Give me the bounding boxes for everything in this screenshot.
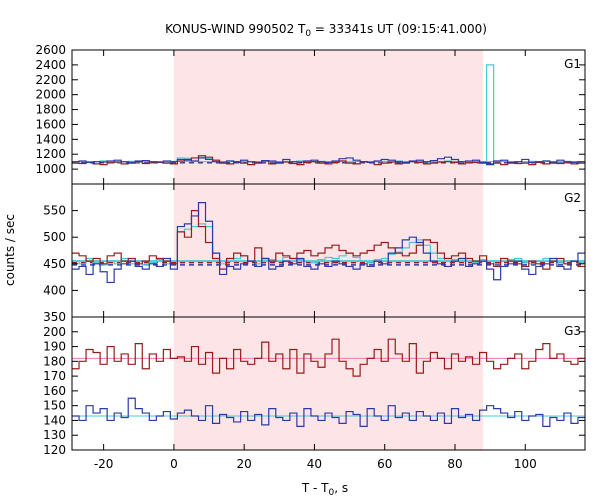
y-tick-label-g2: 550 [43,204,66,218]
panels: 100012001400160018002000220024002600G135… [35,43,586,471]
y-tick-label-g3: 150 [43,399,66,413]
series-g3-0 [72,338,585,377]
chart-title-text: KONUS-WIND 990502 T0 = 33341s UT (09:15:… [165,22,487,39]
x-tick-label: 80 [447,457,462,471]
chart-title: KONUS-WIND 990502 T0 = 33341s UT (09:15:… [165,22,487,39]
chart-title-subscript: 0 [305,29,311,39]
y-tick-label-g2: 500 [43,230,66,244]
y-tick-label-g3: 140 [43,413,66,427]
y-tick-label-g1: 1000 [35,162,66,176]
y-tick-label-g3: 160 [43,384,66,398]
x-tick-label: 20 [237,457,252,471]
x-tick-label: 100 [514,457,537,471]
chart-title-main: KONUS-WIND 990502 T [165,22,306,36]
series-g2-0 [72,223,585,266]
series-g2-2 [72,202,585,284]
panel-frame-g3 [71,316,586,451]
x-tick-label: 40 [307,457,322,471]
panel-g2: 350 400 450 500 550 G2 [43,183,586,324]
y-axis-label: counts / sec [3,214,17,286]
y-tick-label-g1: 2400 [35,58,66,72]
x-axis-label-subscript: 0 [329,488,335,498]
y-tick-label-g2: 350 [43,310,66,324]
y-tick-label-g2: 400 [43,283,66,297]
y-tick-label-g1: 1200 [35,147,66,161]
y-tick-label-g3: 170 [43,369,66,383]
chart-title-rest: = 33341s UT (09:15:41.000) [311,22,487,36]
series-g2-1 [72,210,585,270]
y-tick-label-g3: 120 [43,443,66,457]
y-tick-label-g1: 2600 [35,43,66,57]
y-tick-label-g3: 130 [43,428,66,442]
series-g1-2 [72,156,585,166]
panel-label-g1: G1 [564,57,581,71]
x-axis-label-main: T - T [301,481,329,495]
shaded-interval-g2 [173,184,484,317]
series-g3-1 [72,397,585,427]
x-axis-label-rest: , s [334,481,348,495]
x-axis-label: T - T0, s [301,481,348,498]
panel-label-g2: G2 [564,191,581,205]
y-tick-label-g1: 2000 [35,88,66,102]
shaded-interval-g3 [173,317,484,450]
y-tick-label-g3: 190 [43,340,66,354]
x-tick-label: 0 [170,457,178,471]
x-tick-label: 60 [377,457,392,471]
x-tick-label: -20 [94,457,114,471]
y-tick-label-g1: 1400 [35,132,66,146]
y-tick-label-g1: 1600 [35,117,66,131]
y-tick-label-g1: 2200 [35,73,66,87]
y-tick-label-g1: 1800 [35,103,66,117]
y-tick-label-g2: 450 [43,257,66,271]
y-tick-label-g3: 180 [43,354,66,368]
y-tick-label-g3: 200 [43,325,66,339]
panel-label-g3: G3 [564,324,581,338]
